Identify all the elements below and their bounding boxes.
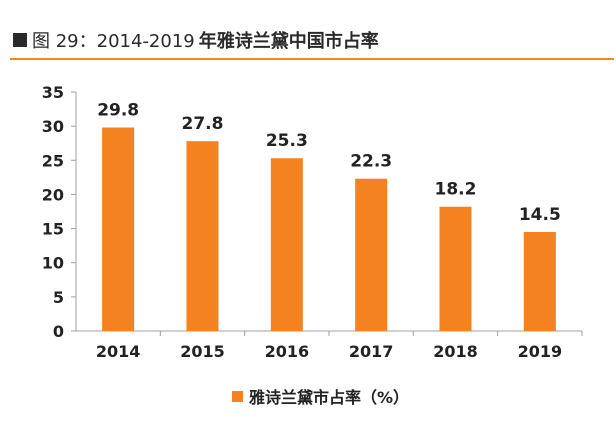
figure-title: 年雅诗兰黛中国市占率 xyxy=(198,31,379,52)
y-tick-label: 10 xyxy=(42,254,64,273)
data-label: 25.3 xyxy=(266,131,308,151)
chart-legend: 雅诗兰黛市占率（%） xyxy=(232,384,409,408)
figure-header: 图 29：2014-2019 年雅诗兰黛中国市占率 xyxy=(13,27,379,53)
figure-marker-icon xyxy=(13,33,27,47)
y-tick-label: 30 xyxy=(42,117,64,136)
data-label: 29.8 xyxy=(97,101,139,121)
bar-2015 xyxy=(186,141,219,331)
data-label: 14.5 xyxy=(519,205,561,225)
y-tick-label: 15 xyxy=(42,220,64,239)
bar-2019 xyxy=(523,231,556,331)
y-tick-label: 35 xyxy=(42,83,64,102)
legend-label: 雅诗兰黛市占率（%） xyxy=(249,388,410,407)
header-divider xyxy=(10,58,614,60)
bar-2017 xyxy=(355,178,388,331)
x-tick-label: 2015 xyxy=(180,342,225,361)
y-tick-label: 0 xyxy=(53,322,64,341)
bar-2018 xyxy=(439,206,472,331)
legend-swatch xyxy=(232,390,243,402)
y-tick-label: 25 xyxy=(42,151,64,170)
bar-2014 xyxy=(102,127,135,331)
y-tick-label: 5 xyxy=(53,288,64,307)
data-label: 22.3 xyxy=(350,152,392,172)
x-tick-label: 2018 xyxy=(433,342,478,361)
data-label: 18.2 xyxy=(435,180,477,200)
x-tick-label: 2016 xyxy=(265,342,310,361)
bar-2016 xyxy=(270,158,303,331)
x-tick-label: 2017 xyxy=(349,342,394,361)
x-tick-label: 2019 xyxy=(518,342,563,361)
x-tick-label: 2014 xyxy=(96,342,141,361)
figure-label: 图 29：2014-2019 xyxy=(32,31,195,52)
data-label: 27.8 xyxy=(182,114,224,134)
y-tick-label: 20 xyxy=(42,185,64,204)
